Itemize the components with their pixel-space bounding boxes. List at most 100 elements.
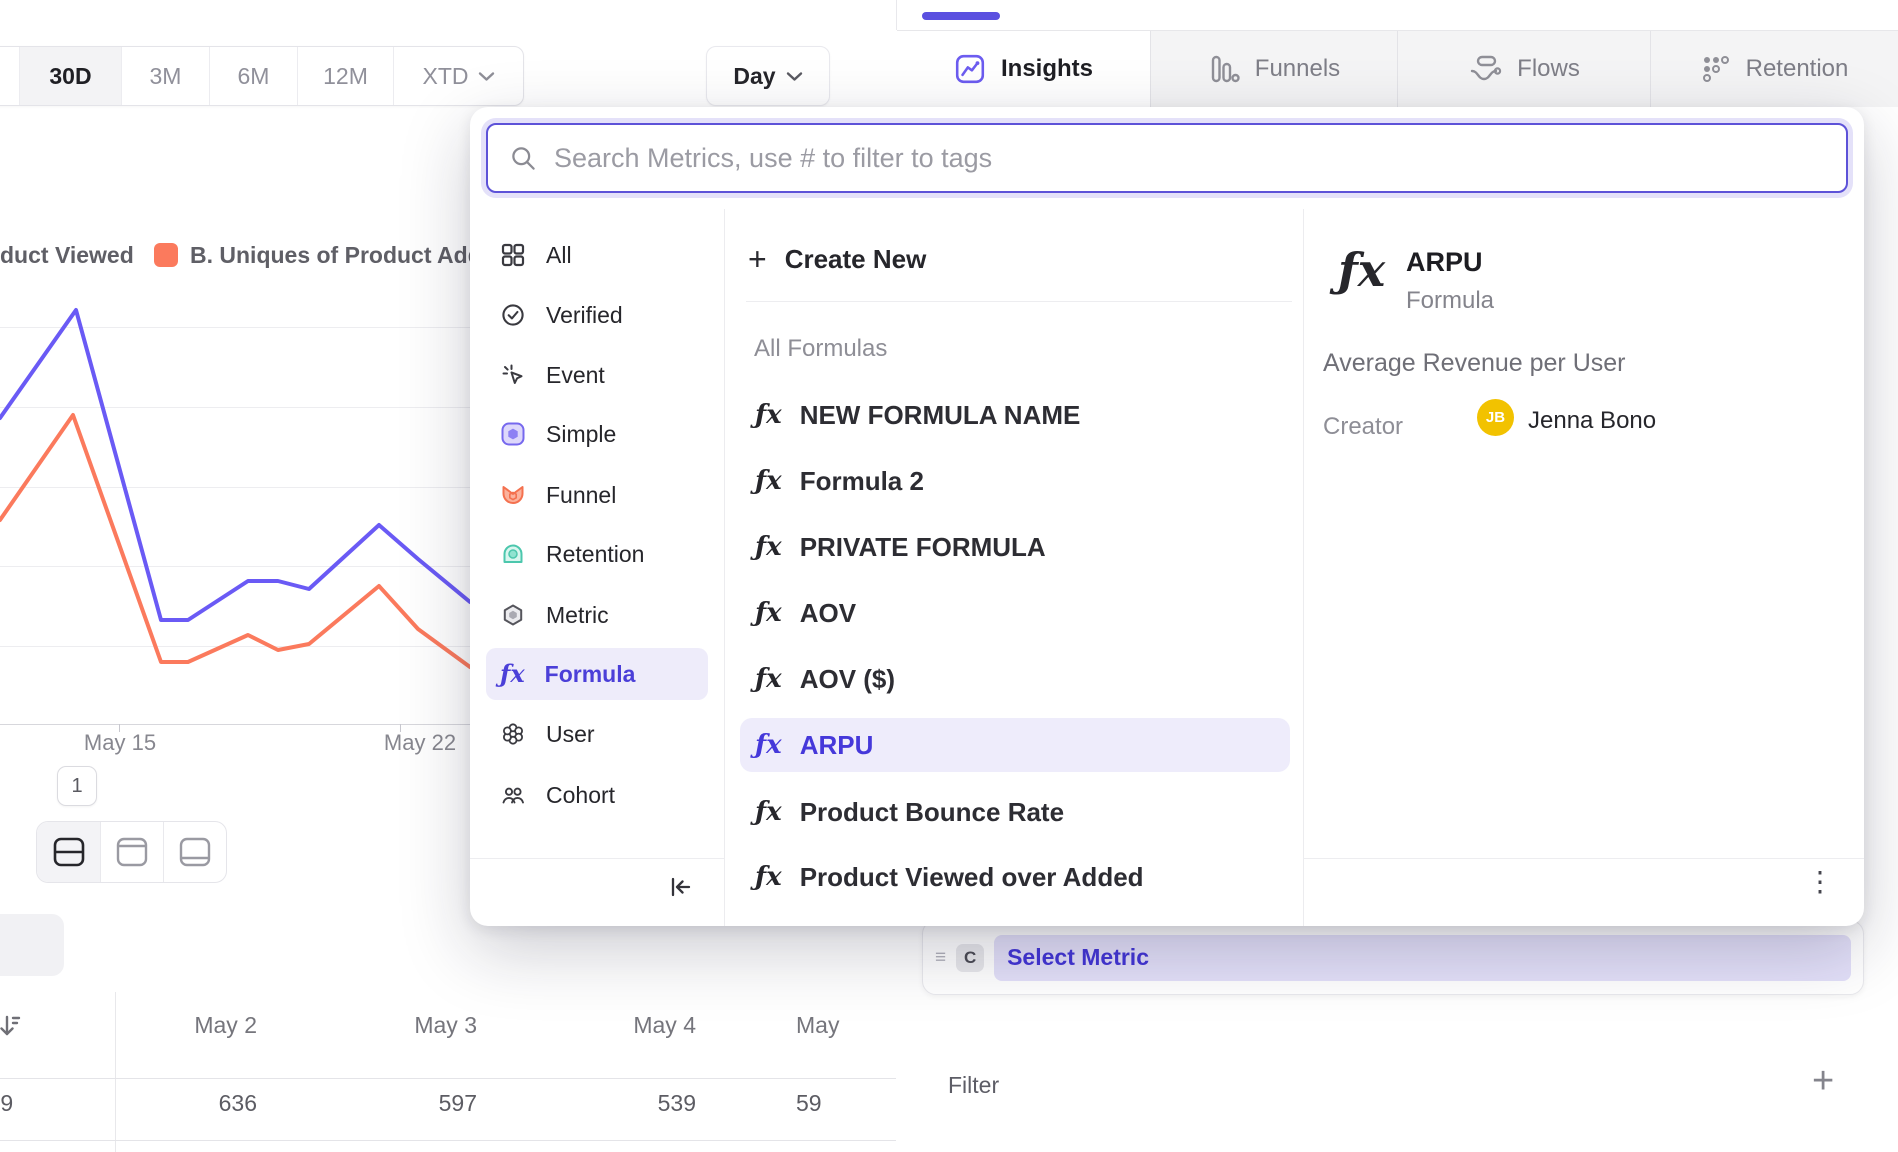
formula-item[interactable]: ƒx Formula 2	[740, 454, 1290, 508]
table-header[interactable]: May 2	[194, 1012, 257, 1038]
legend-b-label: B. Uniques of Product Add	[190, 241, 482, 268]
column-divider	[724, 209, 725, 926]
fx-icon: ƒx	[755, 532, 782, 562]
collapse-left-icon	[671, 877, 691, 897]
formula-item[interactable]: ƒx Product Viewed over Added	[740, 850, 1290, 904]
select-metric-button[interactable]: Select Metric	[994, 934, 1851, 981]
formula-item[interactable]: ƒx AOV	[740, 586, 1290, 640]
legend-b-swatch	[154, 243, 178, 267]
table-row-label: .9	[0, 1090, 14, 1116]
category-event[interactable]: Event	[486, 349, 708, 401]
insights-icon	[955, 54, 985, 84]
category-label: All	[546, 241, 572, 268]
layout-top-band-button[interactable]	[100, 822, 163, 882]
pagination-page-button[interactable]: 1	[57, 766, 97, 806]
range-button-30d[interactable]: 30D	[19, 47, 121, 105]
drag-handle-icon[interactable]: ≡	[935, 947, 947, 968]
category-formula[interactable]: ƒx Formula	[486, 648, 708, 700]
category-label: Retention	[546, 540, 645, 567]
layout-split-horizontal-button[interactable]	[37, 822, 100, 882]
overflow-menu-icon[interactable]: ⋮	[1806, 866, 1834, 897]
collapse-sidebar-button[interactable]	[660, 867, 700, 907]
gridline	[0, 646, 470, 647]
layout-bottom-band-button[interactable]	[163, 822, 226, 882]
table-column-divider	[115, 992, 116, 1152]
select-metric-label: Select Metric	[1007, 944, 1149, 970]
category-label: User	[546, 720, 595, 747]
axis-tick	[400, 724, 401, 732]
detail-footer-divider	[1303, 858, 1864, 859]
legend-item-a[interactable]: duct Viewed	[0, 240, 134, 270]
tab-funnels[interactable]: Funnels	[1150, 31, 1397, 107]
panel-divider	[896, 0, 897, 30]
formula-name: Product Bounce Rate	[799, 796, 1065, 827]
report-tabbar: Insights Funnels Flows	[897, 30, 1898, 107]
x-axis-line	[0, 724, 470, 725]
layout-top-band-icon	[116, 837, 148, 867]
category-user[interactable]: User	[486, 708, 708, 760]
tab-insights[interactable]: Insights	[897, 31, 1150, 107]
table-header[interactable]: May 3	[414, 1012, 477, 1038]
category-label: Metric	[546, 601, 609, 628]
series-a-line	[0, 308, 470, 622]
metric-search	[486, 123, 1848, 193]
line-chart[interactable]	[0, 240, 470, 740]
category-label: Funnel	[546, 481, 617, 508]
category-funnel[interactable]: Funnel	[486, 469, 708, 521]
detail-title: ARPU	[1406, 247, 1483, 277]
table-header[interactable]: May 4	[633, 1012, 696, 1038]
fx-icon: ƒx	[755, 400, 782, 430]
metric-search-input[interactable]	[486, 123, 1848, 193]
filter-section-label: Filter	[948, 1072, 1000, 1098]
range-label: XTD	[422, 62, 469, 89]
formula-item[interactable]: ƒx PRIVATE FORMULA	[740, 520, 1290, 574]
category-cohort[interactable]: Cohort	[486, 769, 708, 821]
cursor-click-icon	[500, 362, 526, 388]
formula-item[interactable]: ƒx NEW FORMULA NAME	[740, 388, 1290, 442]
category-simple[interactable]: Simple	[486, 408, 708, 460]
range-button-xtd[interactable]: XTD	[393, 47, 523, 105]
add-filter-button[interactable]: +	[1812, 1060, 1835, 1102]
plus-icon: +	[748, 241, 767, 277]
category-label: Formula	[544, 660, 636, 687]
range-button-12m[interactable]: 12M	[297, 47, 393, 105]
tab-flows[interactable]: Flows	[1397, 31, 1650, 107]
creator-name: Jenna Bono	[1528, 407, 1657, 434]
fx-icon: ƒx	[755, 797, 782, 827]
range-label: 3M	[149, 62, 182, 89]
category-metric[interactable]: Metric	[486, 589, 708, 641]
clause-letter-badge[interactable]: C	[956, 943, 985, 972]
table-row-divider	[0, 1140, 896, 1141]
table-row-divider	[0, 1078, 896, 1079]
x-axis-label: May 22	[383, 730, 457, 755]
table-header[interactable]: May	[796, 1012, 840, 1038]
section-header: All Formulas	[754, 335, 888, 362]
category-label: Simple	[546, 420, 617, 447]
formula-item-selected[interactable]: ƒx ARPU	[740, 718, 1290, 772]
category-retention[interactable]: Retention	[486, 528, 708, 580]
formula-item[interactable]: ƒx AOV ($)	[740, 652, 1290, 706]
granularity-day-dropdown[interactable]: Day	[706, 46, 830, 106]
tab-retention[interactable]: Retention	[1650, 31, 1898, 107]
table-corner-tab[interactable]	[0, 914, 64, 976]
sort-descending-icon[interactable]	[0, 1010, 23, 1042]
hexagon-metric-icon	[500, 602, 526, 628]
create-new-button[interactable]: + Create New	[748, 235, 926, 283]
gridline	[0, 407, 470, 408]
range-button-3m[interactable]: 3M	[121, 47, 209, 105]
category-all[interactable]: All	[486, 229, 708, 281]
range-button-partial[interactable]	[0, 47, 19, 105]
range-button-6m[interactable]: 6M	[209, 47, 297, 105]
fx-icon: ƒx	[755, 730, 782, 760]
detail-fx-icon: ƒx	[1338, 243, 1386, 297]
tab-label: Funnels	[1254, 55, 1341, 82]
tab-label: Flows	[1517, 55, 1580, 82]
table-cell: 636	[218, 1090, 257, 1116]
formula-item[interactable]: ƒx Product Bounce Rate	[740, 785, 1290, 839]
legend-item-b[interactable]: B. Uniques of Product Add	[154, 240, 482, 270]
legend-a-label: duct Viewed	[0, 241, 134, 268]
range-label: 6M	[237, 62, 270, 89]
formula-name: NEW FORMULA NAME	[799, 399, 1081, 430]
table-cell: 539	[657, 1090, 696, 1116]
category-verified[interactable]: Verified	[486, 289, 708, 341]
